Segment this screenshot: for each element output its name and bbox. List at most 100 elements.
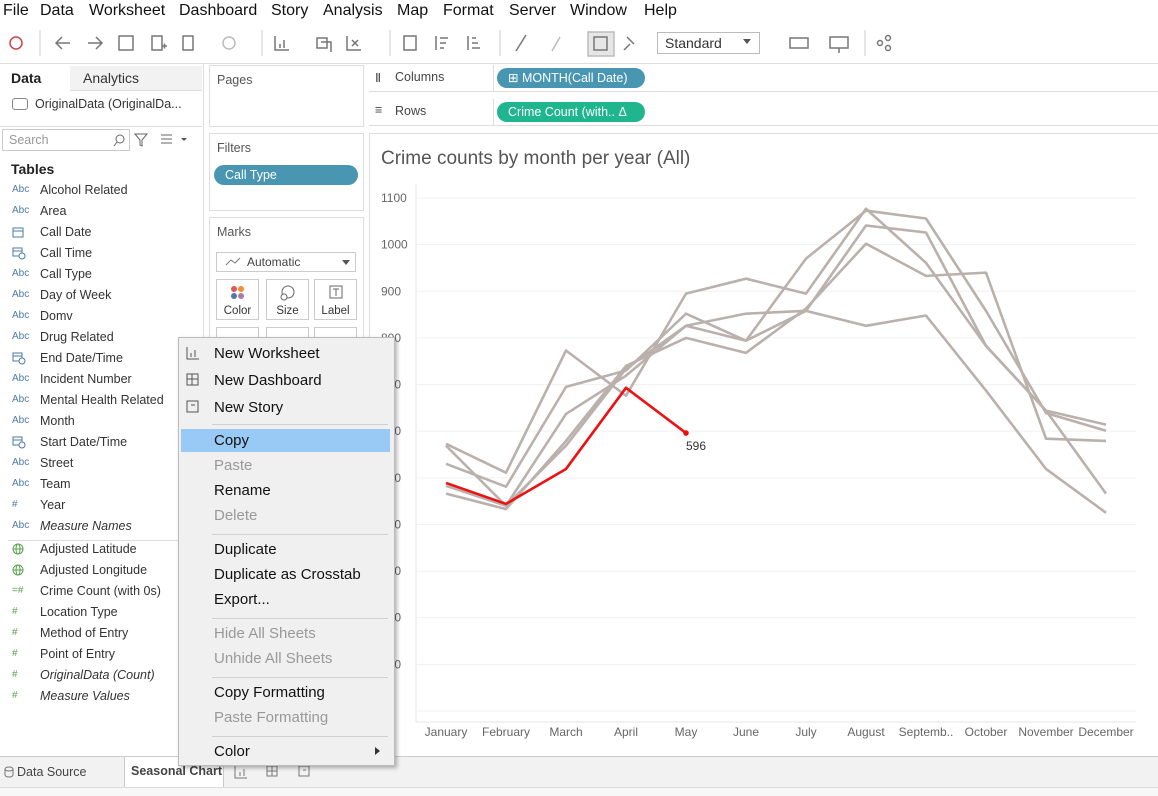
new-dashboard-button[interactable] <box>266 765 278 777</box>
color-button[interactable]: Color <box>216 279 259 320</box>
duplicate-icon[interactable] <box>316 37 332 52</box>
refresh-icon[interactable] <box>222 36 236 50</box>
tables-label: Tables <box>11 161 55 177</box>
field-row[interactable]: Call Date <box>0 223 200 243</box>
active-sheet-tab[interactable]: Seasonal Chart <box>124 757 224 787</box>
field-row[interactable]: # Year <box>0 496 200 516</box>
swap-icon[interactable] <box>403 35 417 51</box>
context-menu-item[interactable]: Copy <box>181 429 390 452</box>
field-row[interactable]: # Measure Values <box>0 687 200 707</box>
pages-card[interactable]: Pages <box>209 65 364 127</box>
field-row[interactable]: Start Date/Time <box>0 433 200 453</box>
labels-button[interactable] <box>587 31 615 57</box>
menu-item[interactable]: Server <box>509 2 557 19</box>
menu-item[interactable]: Worksheet <box>89 2 166 19</box>
columns-shelf[interactable]: Ⅱ Columns ⊞ MONTH(Call Date) <box>369 65 1158 92</box>
presentation-icon[interactable] <box>829 36 849 53</box>
context-menu-item[interactable]: New Story <box>181 396 390 419</box>
field-row[interactable]: # Location Type <box>0 603 200 623</box>
field-row[interactable]: Abc Incident Number <box>0 370 200 390</box>
field-row[interactable]: Abc Drug Related <box>0 328 200 348</box>
pause-icon[interactable] <box>182 35 194 51</box>
field-row[interactable]: # OriginalData (Count) <box>0 666 200 686</box>
field-row[interactable]: Adjusted Latitude <box>0 540 200 560</box>
sort-desc-icon[interactable] <box>467 36 480 50</box>
data-source-name[interactable]: OriginalData (OriginalDa... <box>35 97 182 111</box>
context-menu-item[interactable]: New Dashboard <box>181 369 390 392</box>
mark-type-dropdown[interactable]: Automatic <box>216 252 356 272</box>
sort-asc-icon[interactable] <box>435 36 448 50</box>
context-menu-item[interactable]: Duplicate as Crosstab <box>181 563 390 586</box>
menu-item[interactable]: Window <box>570 2 627 19</box>
search-box[interactable]: Search <box>2 129 130 151</box>
menu-item[interactable]: Map <box>397 2 429 19</box>
field-row[interactable]: End Date/Time <box>0 349 200 369</box>
field-row[interactable]: Adjusted Longitude <box>0 561 200 581</box>
show-cards-icon[interactable] <box>789 37 809 49</box>
field-row[interactable]: Abc Alcohol Related <box>0 181 200 201</box>
clear-icon[interactable] <box>346 36 361 51</box>
view-icon[interactable] <box>161 134 172 144</box>
dropdown-arrow[interactable] <box>181 138 187 141</box>
search-icon <box>113 134 125 147</box>
field-row[interactable]: Abc Day of Week <box>0 286 200 306</box>
context-menu-item[interactable]: New Worksheet <box>181 342 390 365</box>
menu-item[interactable]: Analysis <box>323 2 383 19</box>
context-menu-item[interactable]: Color <box>181 740 390 763</box>
share-icon[interactable] <box>876 39 884 47</box>
analytics-tab[interactable]: Analytics <box>70 66 202 91</box>
group-icon[interactable] <box>551 36 561 52</box>
field-row[interactable]: # Point of Entry <box>0 645 200 665</box>
field-type-icon: Abc <box>12 457 30 468</box>
menu-item[interactable]: Help <box>644 2 677 19</box>
field-name: Domv <box>40 309 73 323</box>
new-worksheet-button[interactable] <box>234 766 247 779</box>
menu-item[interactable]: Format <box>443 2 494 19</box>
row-pill[interactable]: Crime Count (with.. Δ <box>497 102 645 122</box>
filter-pill[interactable]: Call Type <box>214 165 358 185</box>
field-row[interactable]: Abc Street <box>0 454 200 474</box>
view: Crime counts by month per year (All) 010… <box>369 133 1158 756</box>
new-sheet-icon[interactable] <box>274 36 289 51</box>
filters-card[interactable]: Filters Call Type <box>209 133 364 211</box>
new-data-source-icon[interactable] <box>151 35 167 51</box>
label-button[interactable]: Label <box>314 279 357 320</box>
field-row[interactable]: Abc Mental Health Related <box>0 391 200 411</box>
save-icon[interactable] <box>118 35 134 51</box>
field-row[interactable]: # Method of Entry <box>0 624 200 644</box>
highlight-icon[interactable] <box>515 34 527 52</box>
field-row[interactable]: Abc Domv <box>0 307 200 327</box>
field-row[interactable]: =# Crime Count (with 0s) <box>0 582 200 602</box>
context-menu-item[interactable]: Export... <box>181 588 390 611</box>
new-story-button[interactable] <box>298 765 310 777</box>
context-menu-item[interactable]: Copy Formatting <box>181 681 390 704</box>
tableau-logo[interactable] <box>9 36 23 50</box>
view-size-dropdown[interactable]: Standard <box>657 32 760 54</box>
menu-item[interactable]: Dashboard <box>179 2 258 19</box>
field-row[interactable]: Abc Measure Names <box>0 517 200 537</box>
filter-icon[interactable] <box>134 133 149 147</box>
redo-icon[interactable] <box>88 36 104 50</box>
data-tab[interactable]: Data <box>0 66 70 90</box>
field-name: OriginalData (Count) <box>40 668 155 682</box>
field-row[interactable]: Abc Area <box>0 202 200 222</box>
separator <box>493 99 494 125</box>
data-source-tab[interactable]: Data Source <box>17 765 87 779</box>
pin-icon[interactable] <box>623 36 635 51</box>
menu-item[interactable]: File <box>3 2 29 19</box>
pill-icon: ⊞ <box>508 71 522 85</box>
field-row[interactable]: Call Time <box>0 244 200 264</box>
field-row[interactable]: Abc Call Type <box>0 265 200 285</box>
mark-type: Automatic <box>247 255 301 269</box>
context-menu-item[interactable]: Duplicate <box>181 538 390 561</box>
menu-item[interactable]: Story <box>271 2 309 19</box>
undo-icon[interactable] <box>54 36 70 50</box>
size-button[interactable]: Size <box>266 279 309 320</box>
context-menu-item[interactable]: Rename <box>181 479 390 502</box>
rows-shelf[interactable]: ≡ Rows Crime Count (with.. Δ <box>369 99 1158 126</box>
column-pill[interactable]: ⊞ MONTH(Call Date) <box>497 68 645 88</box>
tab-label: Analytics <box>83 70 140 86</box>
menu-item[interactable]: Data <box>40 2 74 19</box>
field-row[interactable]: Abc Month <box>0 412 200 432</box>
field-row[interactable]: Abc Team <box>0 475 200 495</box>
